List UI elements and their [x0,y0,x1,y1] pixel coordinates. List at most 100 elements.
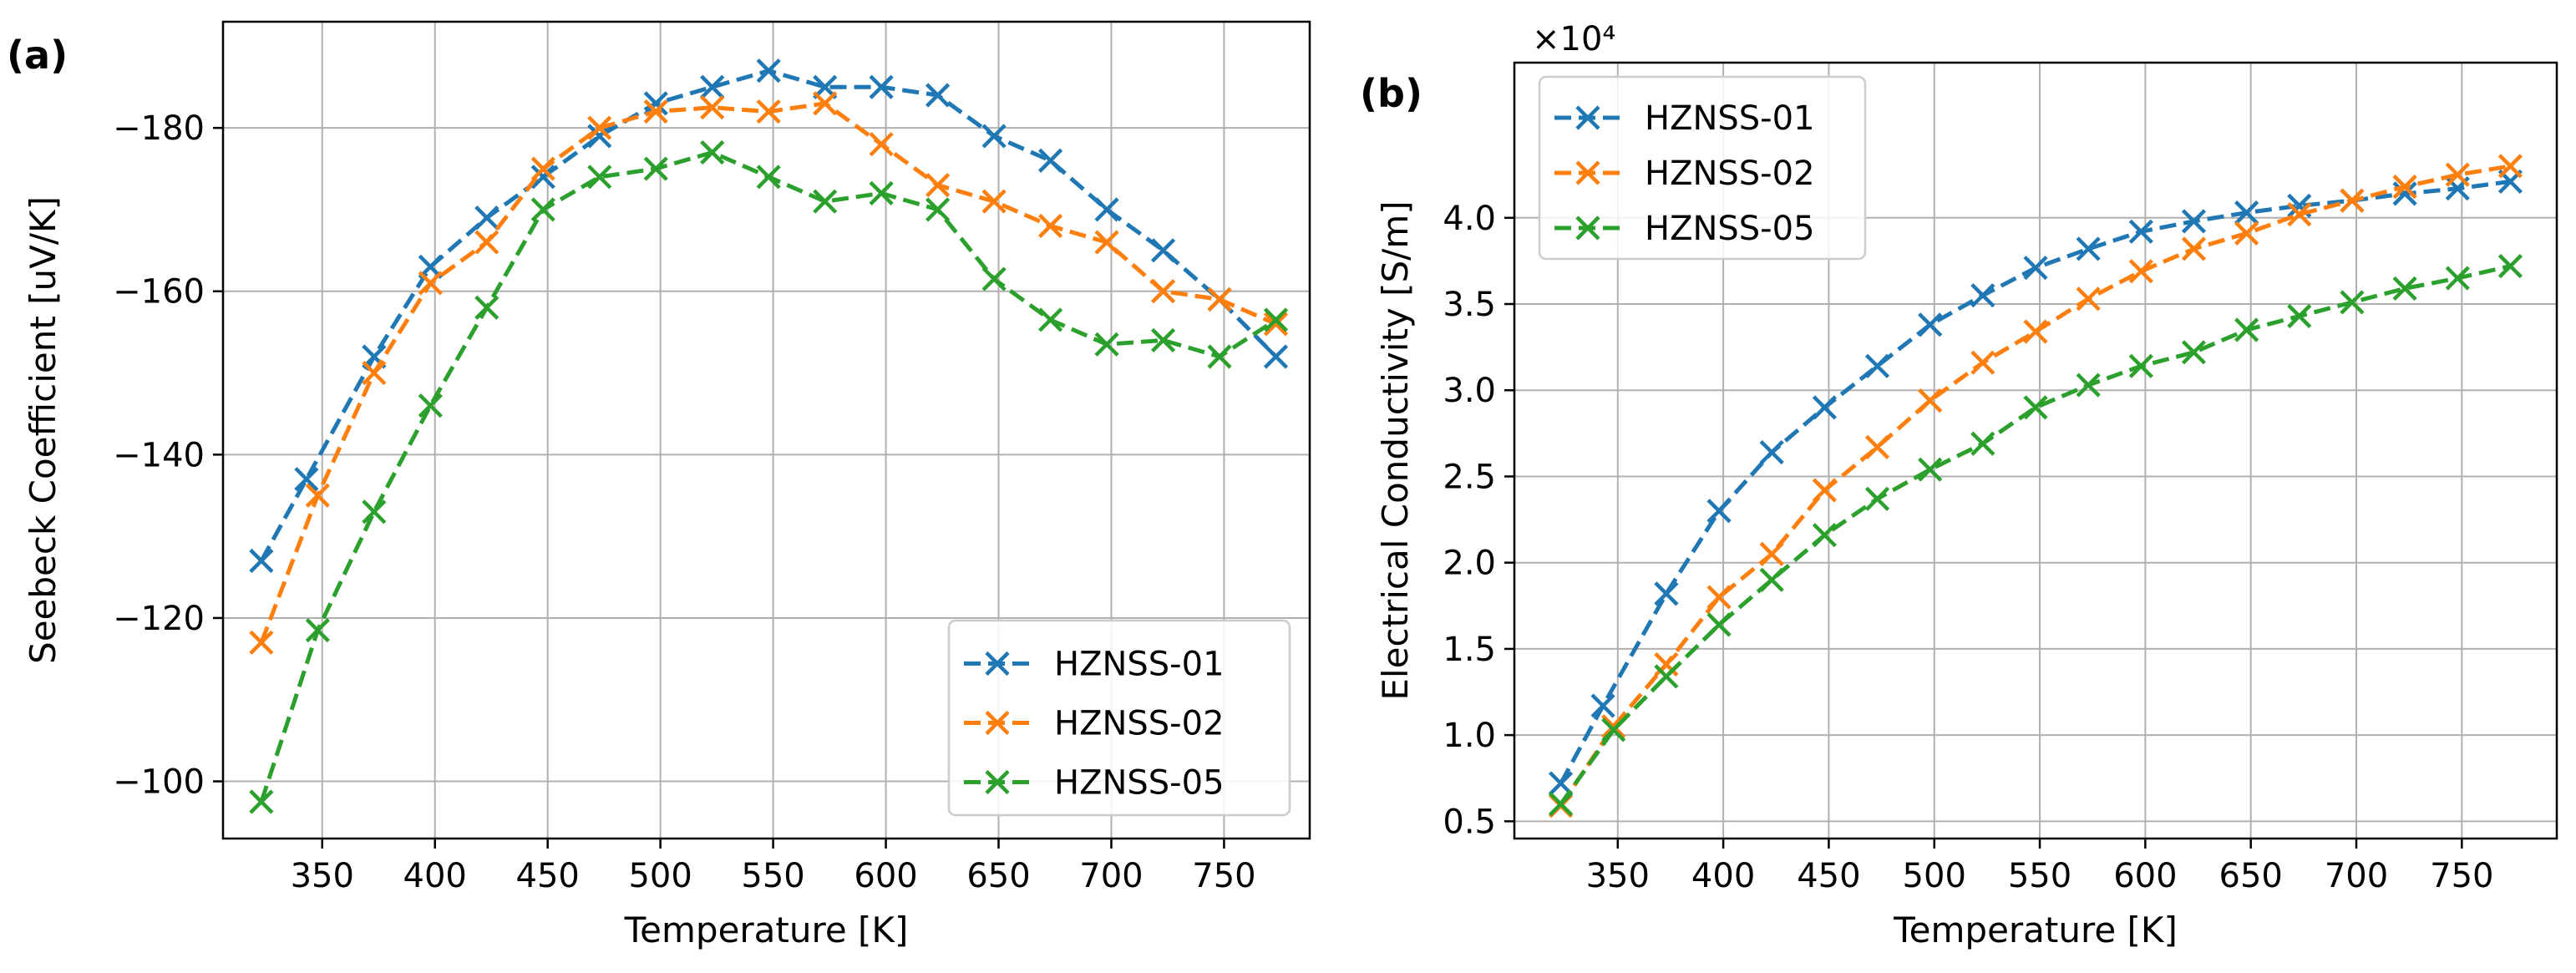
legend-entry: HZNSS-01 [964,646,1225,684]
data-point [1263,307,1289,332]
data-point [530,156,555,181]
data-point [530,165,555,190]
data-point [925,173,951,198]
data-point [2128,219,2153,244]
series-line [259,101,1277,644]
x-tick-label: 650 [2219,857,2283,895]
legend-label: HZNSS-02 [1645,155,1815,193]
data-point [1970,431,1995,456]
panel-a: 350 400 450 500 550 600 650 700 750−100−120−140−… [7,20,1311,950]
data-point [2076,372,2101,398]
data-point [587,165,612,190]
legend-marker [985,710,1010,736]
x-tick-label: 350 [1586,857,1650,895]
data-point [1654,664,1679,689]
y-tick-label: −180 [113,109,205,148]
x-tick-label: 350 [291,857,354,895]
legend-label: HZNSS-01 [1054,646,1225,684]
data-point [1706,612,1732,637]
data-point [2023,395,2048,420]
data-point [1918,312,1943,337]
data-point [2287,202,2312,227]
data-point [1864,434,1890,459]
legend: HZNSS-01 HZNSS-02 HZNSS-05 [947,619,1291,817]
data-point [1038,213,1063,239]
x-tick-label: 600 [2113,857,2177,895]
panel-label: (a) [7,33,68,78]
data-point [530,197,555,222]
data-point [1094,197,1119,222]
data-point [1918,457,1943,482]
data-point [587,115,612,140]
legend-marker [985,651,1010,677]
data-point [1970,283,1995,308]
data-point [305,618,330,643]
series-hznss-01 [1548,169,2523,796]
data-point [643,99,668,124]
data-point [1150,238,1176,263]
data-point [981,189,1007,214]
data-point [1812,395,1837,420]
data-point [869,132,894,157]
y-tick-label: 0.5 [1443,803,1496,841]
data-point [700,74,725,99]
x-tick-label: 450 [516,857,580,895]
data-point [2181,209,2207,234]
data-point [2392,175,2417,200]
data-point [925,83,951,108]
legend-marker [1575,160,1600,185]
y-tick-label: 2.0 [1443,545,1496,583]
data-point [1601,717,1626,742]
series-hznss-01 [249,58,1289,574]
y-tick-label: 4.0 [1443,200,1496,238]
x-tick-label: 450 [1797,857,1860,895]
y-tick-label: −120 [113,600,205,638]
data-point [474,205,499,231]
data-point [1150,279,1176,304]
data-point [2181,236,2207,261]
x-tick-label: 700 [2325,857,2388,895]
legend-entry: HZNSS-05 [964,764,1225,803]
data-point [294,467,319,492]
y-tick-label: 3.5 [1443,286,1496,324]
series-hznss-05 [249,139,1289,814]
series-hznss-02 [249,91,1289,655]
data-point [2128,259,2153,284]
x-tick-label: 400 [403,857,467,895]
data-point [1706,585,1732,610]
plot-frame [1513,61,2558,840]
data-point [418,271,443,296]
data-point [1970,350,1995,375]
x-tick-label: 650 [966,857,1030,895]
legend-box [947,619,1291,817]
y-tick-label: 1.5 [1443,631,1496,669]
legend-entry: HZNSS-02 [964,705,1225,743]
data-point [1864,353,1890,378]
data-point [2340,188,2365,213]
legend-entry: HZNSS-01 [1554,99,1815,138]
data-point [1038,148,1063,173]
data-point [1263,344,1289,369]
data-point [2497,254,2523,279]
legend-box [1538,75,1867,261]
data-point [1094,332,1119,357]
data-point [249,548,274,574]
data-point [1759,439,1784,465]
panel-b: 350 400 450 500 550 600 650 700 750 0.5 1.0 1.5 2.0 2… [1360,20,2558,950]
data-point [2076,286,2101,312]
data-point [1706,499,1732,524]
data-point [1654,651,1679,677]
data-point [2234,220,2259,246]
data-point [362,360,387,386]
legend-marker [985,769,1010,795]
data-point [249,630,274,655]
data-point [1038,307,1063,332]
data-point [925,197,951,222]
y-axis: 0.5 1.0 1.5 2.0 2.5 3.0 3.5 4.0 [1443,200,1514,841]
data-point [474,230,499,255]
data-point [643,91,668,116]
legend-label: HZNSS-05 [1054,764,1225,803]
data-point [869,74,894,99]
data-point [981,124,1007,149]
data-point [1590,693,1615,718]
